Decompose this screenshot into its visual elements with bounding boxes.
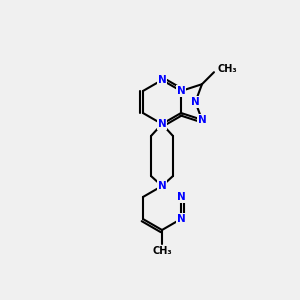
Text: N: N xyxy=(177,86,185,96)
Text: N: N xyxy=(158,181,166,191)
Text: N: N xyxy=(198,115,206,125)
Text: CH₃: CH₃ xyxy=(218,64,238,74)
Text: N: N xyxy=(158,119,166,129)
Text: N: N xyxy=(158,75,166,85)
Text: CH₃: CH₃ xyxy=(152,246,172,256)
Text: N: N xyxy=(158,119,166,129)
Text: N: N xyxy=(177,214,185,224)
Text: N: N xyxy=(177,192,185,202)
Text: N: N xyxy=(191,97,200,107)
